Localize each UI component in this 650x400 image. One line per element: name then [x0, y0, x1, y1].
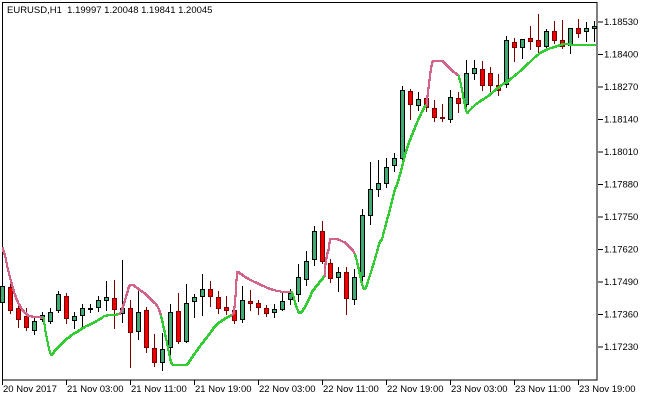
svg-text:1.17750: 1.17750 [604, 212, 638, 223]
svg-text:22 Nov 19:00: 22 Nov 19:00 [387, 384, 444, 395]
svg-text:1.17360: 1.17360 [604, 310, 638, 321]
svg-text:1.18400: 1.18400 [604, 50, 638, 61]
svg-text:1.17490: 1.17490 [604, 277, 638, 288]
svg-text:1.18530: 1.18530 [604, 17, 638, 28]
svg-text:23 Nov 11:00: 23 Nov 11:00 [515, 384, 571, 395]
svg-text:20 Nov 2017: 20 Nov 2017 [3, 384, 57, 395]
svg-text:22 Nov 03:00: 22 Nov 03:00 [259, 384, 316, 395]
svg-text:23 Nov 19:00: 23 Nov 19:00 [579, 384, 636, 395]
svg-text:22 Nov 11:00: 22 Nov 11:00 [323, 384, 379, 395]
svg-text:23 Nov 03:00: 23 Nov 03:00 [451, 384, 508, 395]
svg-text:1.18140: 1.18140 [604, 115, 638, 126]
svg-text:21 Nov 03:00: 21 Nov 03:00 [67, 384, 124, 395]
svg-text:1.17230: 1.17230 [604, 342, 638, 353]
svg-text:1.18270: 1.18270 [604, 82, 638, 93]
svg-text:1.18010: 1.18010 [604, 147, 638, 158]
svg-text:21 Nov 19:00: 21 Nov 19:00 [195, 384, 252, 395]
svg-text:EURUSD,H1 1.19997 1.20048 1.1: EURUSD,H1 1.19997 1.20048 1.19841 1.2004… [7, 5, 212, 16]
svg-text:21 Nov 11:00: 21 Nov 11:00 [131, 384, 187, 395]
svg-text:1.17620: 1.17620 [604, 245, 638, 256]
svg-text:1.17880: 1.17880 [604, 180, 638, 191]
